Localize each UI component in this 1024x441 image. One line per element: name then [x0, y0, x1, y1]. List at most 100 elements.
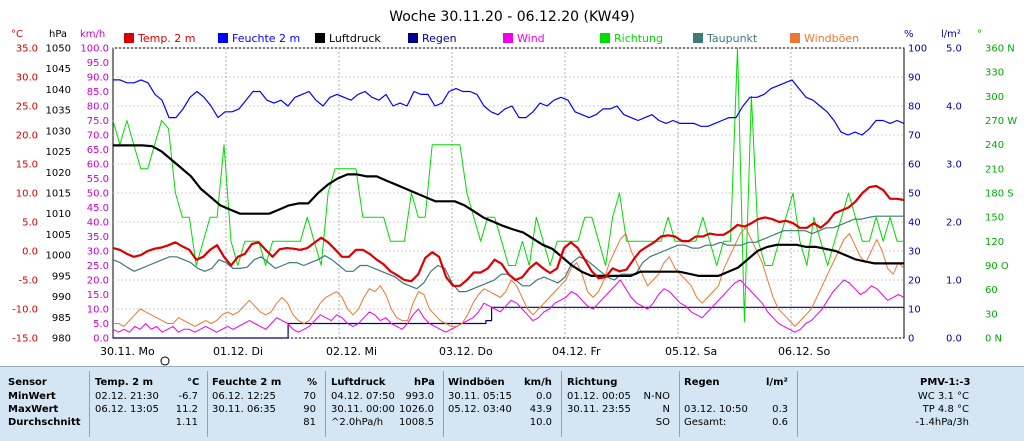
x-tick-label: 04.12. Fr	[552, 345, 601, 358]
wind-tick-label: 95.0	[87, 58, 109, 69]
x-tick-label: 03.12. Do	[439, 345, 493, 358]
wind-tick-label: 60.0	[87, 160, 109, 171]
legend-label: Feuchte 2 m	[232, 32, 300, 45]
x-tick-label: 06.12. So	[778, 345, 830, 358]
stats-cell-temp-val: 11.2	[175, 404, 198, 415]
legend-swatch	[218, 33, 228, 43]
legend-swatch	[503, 33, 513, 43]
temp-tick-label: -10.0	[12, 305, 38, 316]
legend-label: Luftdruck	[329, 32, 381, 45]
humidity-tick-label: 0	[908, 334, 914, 345]
stats-cell-rain-time: Gesamt:	[684, 417, 727, 428]
stats-cell-rain-val: 0.6	[772, 417, 788, 428]
stats-cell-pmv: WC 3.1 °C	[917, 391, 969, 402]
stats-header-humidity: Feuchte 2 m	[212, 377, 282, 388]
temp-tick-label: 35.0	[16, 44, 38, 55]
humidity-tick-label: 40	[908, 218, 921, 229]
plot-area	[112, 47, 905, 339]
column-divider	[207, 371, 208, 437]
stats-cell-gust-val: 43.9	[529, 404, 552, 415]
stats-cell-label: MinWert	[8, 391, 56, 402]
humidity-tick-label: 60	[908, 160, 921, 171]
stats-cell-hum-time: 30.11. 06:35	[212, 404, 276, 415]
stats-cell-press-val: 1026.0	[399, 404, 434, 415]
pressure-tick-label: 1050	[46, 44, 71, 55]
stats-cell-press-val: 993.0	[405, 391, 434, 402]
stats-cell-gust-time: 05.12. 03:40	[448, 404, 512, 415]
legend-label: Wind	[517, 32, 545, 45]
legend-label: Richtung	[614, 32, 663, 45]
grid-lines	[113, 47, 904, 339]
wind-tick-label: 25.0	[87, 261, 109, 272]
legend-swatch	[600, 33, 610, 43]
direction-tick-label: 120	[985, 237, 1004, 248]
rain-tick-label: 2.0	[946, 218, 962, 229]
rain-axis-unit: l/m²	[941, 29, 961, 40]
stats-header-rain: Regen	[684, 377, 720, 388]
pressure-tick-label: 1010	[46, 209, 71, 220]
cursor-marker-icon[interactable]	[160, 356, 170, 366]
series-line-temp-2-m	[112, 184, 905, 287]
temp-tick-label: 25.0	[16, 102, 38, 113]
direction-axis-unit: °	[977, 29, 982, 40]
series-line-richtung	[112, 47, 904, 323]
stats-cell-temp-time: 02.12. 21:30	[95, 391, 159, 402]
column-divider	[561, 371, 562, 437]
legend-swatch	[124, 33, 134, 43]
pressure-tick-label: 1025	[46, 147, 71, 158]
wind-tick-label: 75.0	[87, 116, 109, 127]
wind-tick-label: 35.0	[87, 232, 109, 243]
wind-tick-label: 70.0	[87, 131, 109, 142]
humidity-tick-label: 30	[908, 247, 921, 258]
wind-tick-label: 55.0	[87, 174, 109, 185]
stats-cell-hum-val: 90	[303, 404, 316, 415]
x-tick-label: 01.12. Di	[213, 345, 263, 358]
pressure-axis-unit: hPa	[49, 29, 67, 40]
rain-tick-label: 4.0	[946, 102, 962, 113]
pressure-tick-label: 1020	[46, 168, 71, 179]
legend-label: Temp. 2 m	[137, 32, 196, 45]
wind-tick-label: 20.0	[87, 276, 109, 287]
rain-tick-label: 3.0	[946, 160, 962, 171]
chart-title: Woche 30.11.20 - 06.12.20 (KW49)	[389, 9, 635, 25]
weather-week-chart: Woche 30.11.20 - 06.12.20 (KW49) °C hPa …	[11, 9, 1017, 366]
stats-cell-dir-val: SO	[655, 417, 670, 428]
wind-tick-label: 5.0	[93, 319, 109, 330]
stats-cell-press-time: 04.12. 07:50	[331, 391, 395, 402]
wind-tick-label: 30.0	[87, 247, 109, 258]
legend: Temp. 2 m Feuchte 2 m Luftdruck Regen Wind Ri…	[124, 32, 859, 45]
series-lines	[112, 47, 905, 339]
direction-tick-label: 240	[985, 140, 1004, 151]
legend-label: Regen	[422, 32, 457, 45]
legend-swatch	[315, 33, 325, 43]
stats-header-gust: Windböen	[448, 377, 505, 388]
temp-tick-label: -5.0	[18, 276, 38, 287]
wind-tick-label: 90.0	[87, 73, 109, 84]
stats-cell-press-time: ^2.0hPa/h	[331, 417, 384, 428]
direction-tick-label: 210	[985, 164, 1004, 175]
stats-cell-dir-time: 30.11. 23:55	[567, 404, 631, 415]
stats-cell-press-val: 1008.5	[399, 417, 434, 428]
legend-label: Taupunkt	[706, 32, 758, 45]
x-tick-label: 30.11. Mo	[100, 345, 155, 358]
pressure-tick-label: 1035	[46, 106, 71, 117]
wind-tick-label: 0.0	[93, 334, 109, 345]
stats-header-rain-unit: l/m²	[766, 377, 788, 388]
direction-tick-label: 360 N	[985, 44, 1015, 55]
stats-cell-rain-time: 03.12. 10:50	[684, 404, 748, 415]
pressure-tick-label: 1015	[46, 189, 71, 200]
direction-tick-label: 150	[985, 213, 1004, 224]
series-line-windb-en	[113, 227, 905, 327]
stats-cell-pmv: TP 4.8 °C	[922, 404, 969, 415]
legend-swatch	[790, 33, 800, 43]
wind-tick-label: 85.0	[87, 87, 109, 98]
stats-cell-gust-val: 0.0	[536, 391, 552, 402]
direction-tick-label: 300	[985, 92, 1004, 103]
direction-tick-label: 180 S	[985, 189, 1014, 200]
stats-cell-temp-time: 06.12. 13:05	[95, 404, 159, 415]
temp-axis-unit: °C	[11, 29, 23, 40]
humidity-tick-label: 20	[908, 276, 921, 287]
pressure-tick-label: 1045	[46, 64, 71, 75]
series-line-regen	[113, 306, 904, 339]
humidity-tick-label: 100	[908, 44, 927, 55]
